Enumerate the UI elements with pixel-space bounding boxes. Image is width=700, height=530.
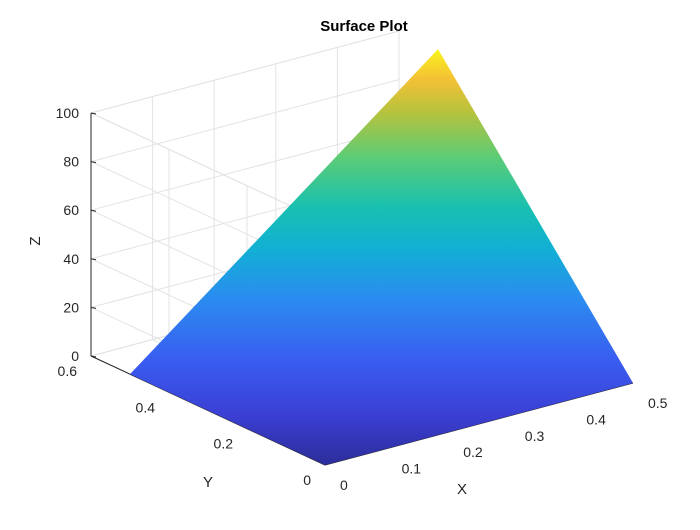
y-tick-label: 0.4: [136, 399, 156, 415]
z-tick-label: 80: [63, 154, 79, 170]
z-axis-label: Z: [27, 236, 44, 245]
x-tick-label: 0.2: [463, 444, 483, 460]
x-tick-label: 0.4: [586, 411, 606, 427]
z-tick-label: 0: [71, 348, 79, 364]
z-grid-line: [91, 31, 399, 113]
x-axis-label: X: [457, 481, 467, 498]
z-tick-label: 40: [63, 251, 79, 267]
x-tick-label: 0.3: [525, 428, 545, 444]
x-tick-label: 0: [340, 477, 348, 493]
surface-patch: [130, 49, 633, 465]
y-axis-label: Y: [203, 474, 213, 491]
chart-title: Surface Plot: [320, 18, 408, 35]
x-tick-label: 0.1: [402, 461, 422, 477]
y-tick-label: 0.6: [58, 363, 78, 379]
z-tick-label: 60: [63, 202, 79, 218]
x-tick-label: 0.5: [648, 395, 668, 411]
y-tick-label: 0: [303, 472, 311, 488]
z-tick-label: 100: [56, 105, 80, 121]
z-tick-label: 20: [63, 299, 79, 315]
y-tick-label: 0.2: [214, 436, 234, 452]
surface-layer: [130, 49, 633, 465]
